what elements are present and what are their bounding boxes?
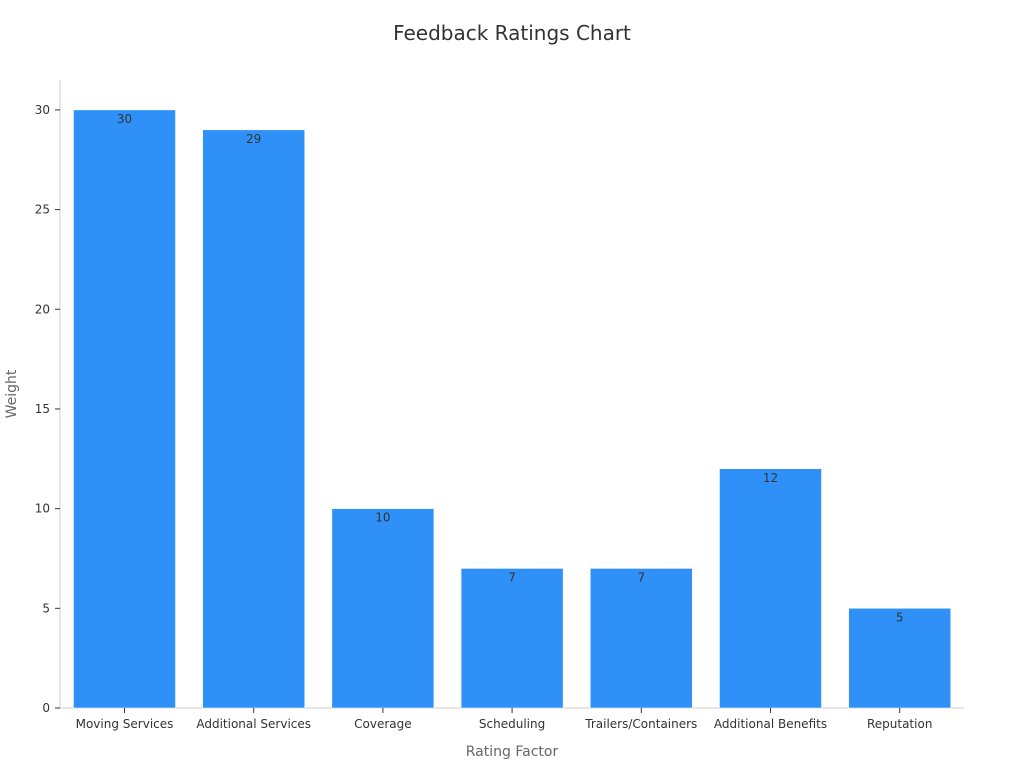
data-labels-group: 30 29 10 7 7 12 5 <box>117 112 904 624</box>
y-tick-label: 10 <box>35 502 50 516</box>
y-tick-label: 5 <box>42 601 50 615</box>
bar-value-label: 7 <box>508 570 516 584</box>
bar-value-label: 10 <box>375 511 390 525</box>
bar-value-label: 5 <box>896 610 904 624</box>
x-tick-label: Additional Benefits <box>714 717 827 731</box>
chart-title: Feedback Ratings Chart <box>393 21 631 45</box>
x-tick-label: Coverage <box>354 717 412 731</box>
x-tick-label: Scheduling <box>479 717 545 731</box>
bar <box>202 129 305 709</box>
bar <box>848 608 951 709</box>
bar <box>460 568 564 709</box>
y-axis-ticks: 0 5 10 15 20 25 30 <box>35 103 60 715</box>
x-tick-label: Reputation <box>867 717 932 731</box>
y-tick-label: 0 <box>42 701 50 715</box>
bar-value-label: 12 <box>763 471 778 485</box>
x-tick-label: Trailers/Containers <box>584 717 697 731</box>
y-tick-label: 20 <box>35 302 50 316</box>
y-axis-label: Weight <box>4 369 20 418</box>
x-axis-ticks: Moving Services Additional Services Covera… <box>76 708 932 731</box>
y-tick-label: 15 <box>35 402 50 416</box>
bar <box>719 468 822 709</box>
bar-value-label: 29 <box>246 132 261 146</box>
bar <box>590 568 693 709</box>
x-tick-label: Moving Services <box>76 717 174 731</box>
bar <box>73 109 176 709</box>
x-tick-label: Additional Services <box>196 717 311 731</box>
x-axis-label: Rating Factor <box>466 744 559 760</box>
bar-value-label: 7 <box>637 570 645 584</box>
bar <box>331 508 435 709</box>
bar-value-label: 30 <box>117 112 132 126</box>
y-tick-label: 30 <box>35 103 50 117</box>
bars-group <box>73 109 951 709</box>
y-tick-label: 25 <box>35 203 50 217</box>
